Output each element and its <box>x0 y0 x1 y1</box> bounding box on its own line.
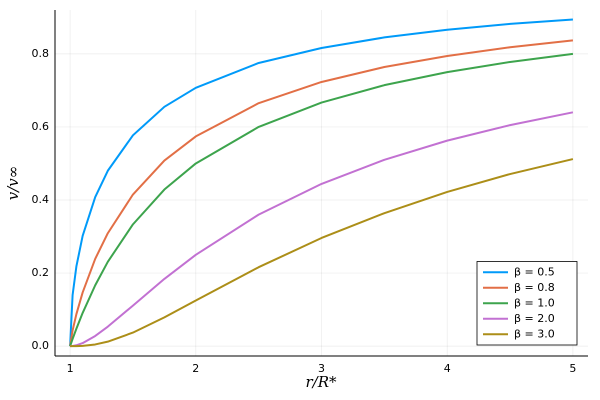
series-line <box>70 111 574 348</box>
legend-label: β = 0.8 <box>514 281 555 294</box>
series-line <box>69 52 574 347</box>
y-tick-label: 0.8 <box>32 47 50 60</box>
x-axis-title: r/R* <box>305 373 337 391</box>
y-axis-title: v/v∞ <box>4 166 22 201</box>
x-tick-label: 4 <box>444 362 451 375</box>
x-tick-label: 1 <box>67 362 74 375</box>
y-tick-label: 0.6 <box>32 120 50 133</box>
legend-label: β = 1.0 <box>514 296 555 309</box>
y-tick-label: 0.0 <box>32 339 50 352</box>
x-tick-label: 2 <box>192 362 199 375</box>
series-line <box>69 18 573 347</box>
y-tick-label: 0.2 <box>32 266 50 279</box>
y-tick-label: 0.4 <box>32 193 50 206</box>
series-line <box>70 158 574 348</box>
x-tick-label: 5 <box>569 362 576 375</box>
x-tick-label: 3 <box>318 362 325 375</box>
legend-label: β = 3.0 <box>514 327 555 340</box>
legend-label: β = 0.5 <box>514 265 555 278</box>
series-line <box>69 39 574 347</box>
legend-label: β = 2.0 <box>514 312 555 325</box>
